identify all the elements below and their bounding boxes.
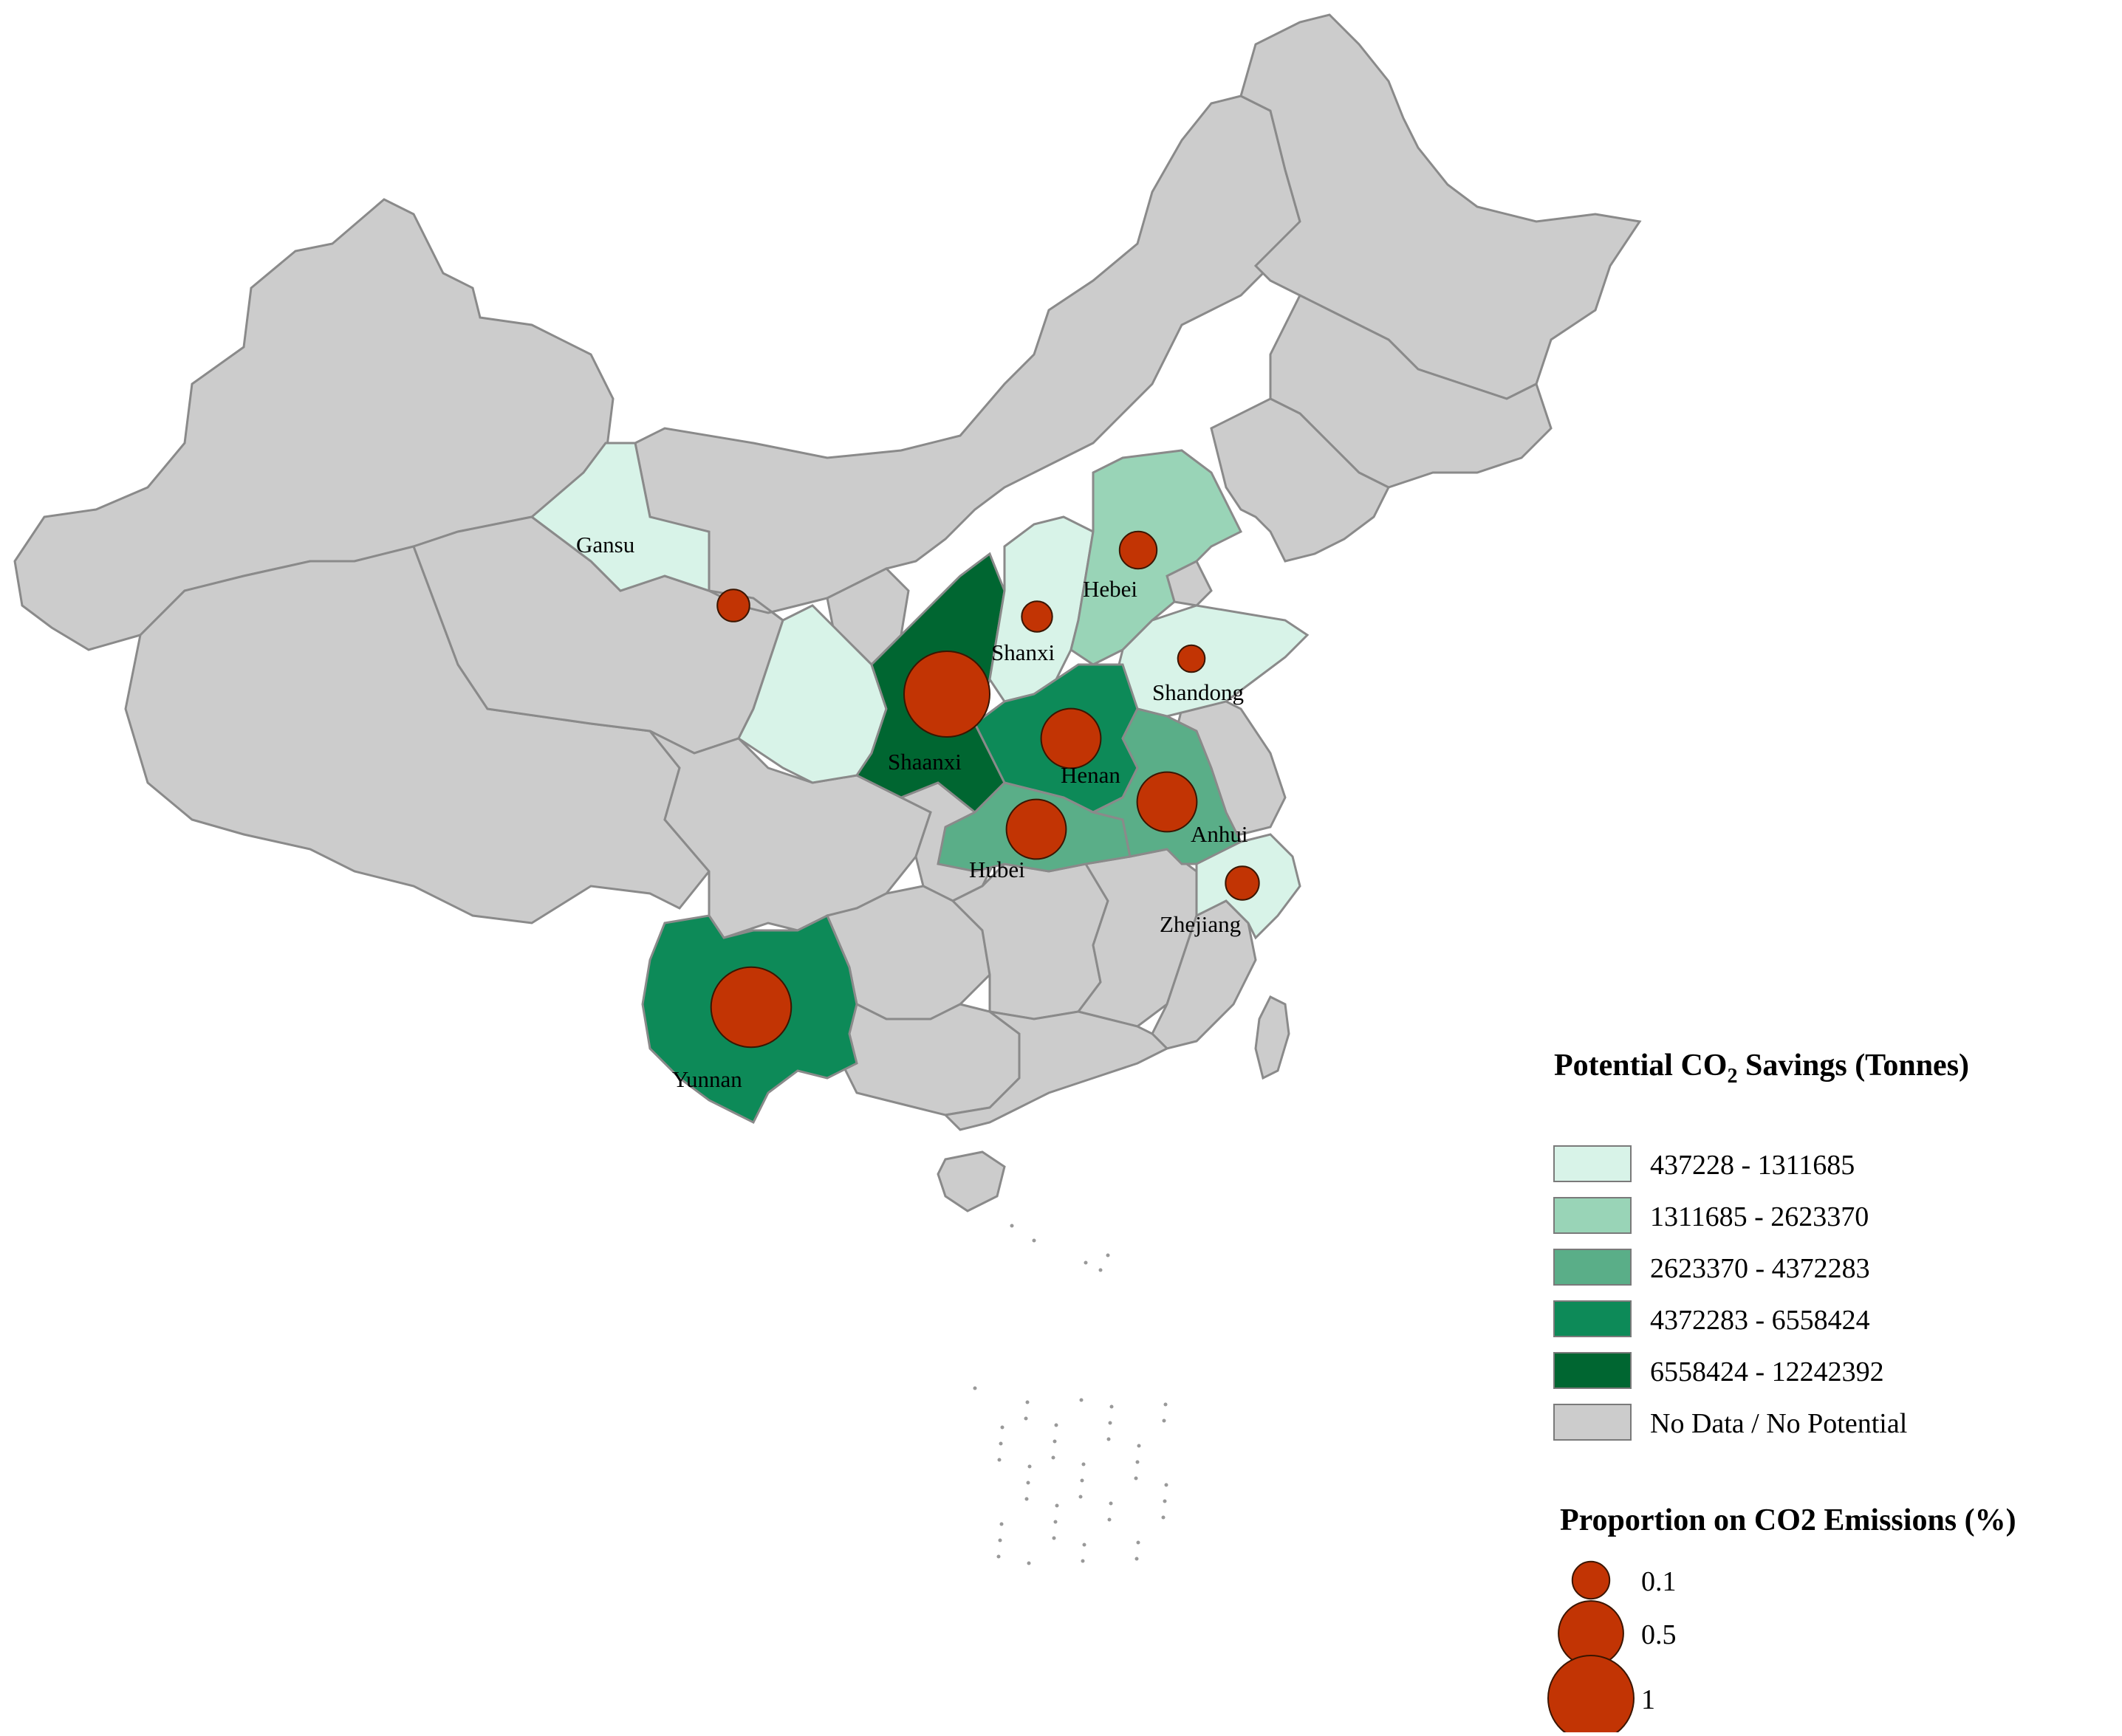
island-dot	[1053, 1439, 1057, 1444]
legend-proportion-circle-1	[1571, 1560, 1611, 1600]
legend-proportion-label-3: 1	[1641, 1684, 1655, 1715]
province-label-hebei: Hebei	[1083, 576, 1137, 602]
island-dot	[1109, 1404, 1114, 1409]
island-dot	[1084, 1260, 1088, 1265]
legend-proportion-label-1: 0.1	[1641, 1566, 1677, 1597]
island-dot	[1161, 1515, 1166, 1520]
legend-proportion: Proportion on CO2 Emissions (%) 0.1 0.5 1	[1547, 1503, 2016, 1736]
legend-savings-swatch-1	[1553, 1145, 1632, 1182]
marker-gansu	[716, 589, 750, 622]
island-dot	[1026, 1481, 1030, 1485]
island-dot	[1081, 1559, 1085, 1563]
legend-savings: Potential CO2 Savings (Tonnes) 437228 - …	[1553, 1049, 1969, 1441]
island-dot	[1109, 1501, 1113, 1506]
province-liaoning	[1210, 397, 1391, 563]
island-dot	[1080, 1478, 1084, 1483]
island-dot	[1162, 1418, 1166, 1423]
island-dot	[1106, 1437, 1111, 1441]
province-label-hubei: Hubei	[969, 857, 1025, 882]
island-dot	[1163, 1499, 1167, 1503]
legend-savings-swatch-3	[1553, 1249, 1632, 1286]
province-hainan	[937, 1150, 1006, 1212]
island-dot	[1032, 1238, 1036, 1243]
legend-savings-swatch-2	[1553, 1197, 1632, 1234]
island-dot	[1025, 1400, 1030, 1404]
province-guangdong	[942, 1010, 1169, 1131]
island-dot	[1024, 1497, 1029, 1501]
island-dot	[1081, 1462, 1086, 1466]
island-dot	[999, 1441, 1003, 1446]
island-dot	[1082, 1543, 1086, 1547]
province-label-henan: Henan	[1061, 762, 1120, 788]
legend-savings-swatch-5	[1553, 1352, 1632, 1389]
marker-yunnan	[710, 966, 793, 1049]
island-dot	[1027, 1561, 1031, 1565]
no-data-provinces	[13, 13, 1642, 1212]
island-dot	[1078, 1495, 1083, 1499]
marker-shanxi	[1021, 600, 1053, 633]
legend-savings-label-5: 6558424 - 12242392	[1650, 1356, 1884, 1387]
province-label-gansu: Gansu	[576, 532, 634, 557]
province-label-shanxi: Shanxi	[991, 639, 1055, 665]
island-dot	[1051, 1455, 1055, 1460]
province-label-shaanxi: Shaanxi	[888, 749, 962, 775]
legend-savings-title: Potential CO2 Savings (Tonnes)	[1554, 1049, 1969, 1088]
island-dot	[1136, 1540, 1140, 1545]
marker-zhejiang	[1225, 865, 1260, 901]
island-dot	[1135, 1460, 1140, 1464]
legend-savings-swatch-4	[1553, 1300, 1632, 1337]
island-dot	[999, 1522, 1004, 1526]
marker-anhui	[1136, 771, 1198, 833]
legend-savings-label-2: 1311685 - 2623370	[1650, 1201, 1869, 1232]
province-label-yunnan: Yunnan	[672, 1066, 742, 1092]
island-dot	[1134, 1557, 1139, 1561]
island-dot	[1010, 1224, 1014, 1228]
island-dot	[1098, 1268, 1103, 1272]
province-label-shandong: Shandong	[1152, 679, 1244, 705]
island-dot	[998, 1538, 1002, 1543]
legend-proportion-title: Proportion on CO2 Emissions (%)	[1560, 1503, 2016, 1537]
island-dot	[996, 1554, 1001, 1559]
marker-hubei	[1005, 798, 1067, 860]
legend-proportion-label-2: 0.5	[1641, 1619, 1677, 1650]
legend-savings-label-4: 4372283 - 6558424	[1650, 1305, 1870, 1336]
province-inner-mongolia	[634, 95, 1301, 614]
marker-hebei	[1118, 530, 1158, 570]
island-dot	[1108, 1421, 1112, 1425]
legend-savings-label-6: No Data / No Potential	[1650, 1408, 1907, 1439]
legend-proportion-circle-3	[1547, 1655, 1635, 1736]
province-label-zhejiang: Zhejiang	[1160, 911, 1241, 937]
island-dot	[997, 1458, 1002, 1462]
legend-savings-label-3: 2623370 - 4372283	[1650, 1253, 1870, 1284]
marker-shandong	[1177, 644, 1206, 673]
island-dot	[1024, 1416, 1028, 1421]
legend-savings-label-1: 437228 - 1311685	[1650, 1150, 1855, 1181]
island-dot	[1027, 1464, 1032, 1469]
island-dot	[1054, 1423, 1058, 1427]
province-labels: Gansu Shaanxi Shanxi Hebei Shandong Hena…	[576, 532, 1248, 1092]
island-dot	[1055, 1503, 1059, 1508]
island-dot	[1079, 1398, 1084, 1402]
province-heilongjiang	[1239, 13, 1642, 400]
island-dot	[1107, 1517, 1112, 1522]
marker-shaanxi	[903, 651, 990, 738]
island-dot	[1134, 1476, 1138, 1481]
island-dot	[1164, 1483, 1168, 1487]
province-label-anhui: Anhui	[1191, 821, 1248, 847]
marker-henan	[1040, 707, 1102, 769]
island-dot	[1000, 1425, 1004, 1430]
island-dot	[1163, 1402, 1168, 1407]
proportion-markers	[710, 530, 1260, 1049]
island-dot	[1137, 1444, 1141, 1448]
legend-savings-swatch-6	[1553, 1404, 1632, 1441]
island-dot	[1052, 1536, 1056, 1540]
island-dot	[973, 1386, 977, 1390]
province-taiwan	[1254, 995, 1290, 1080]
province-tibet	[124, 545, 711, 924]
island-dot	[1053, 1520, 1058, 1524]
south-china-sea-islands	[973, 1224, 1168, 1565]
island-dot	[1106, 1253, 1110, 1258]
